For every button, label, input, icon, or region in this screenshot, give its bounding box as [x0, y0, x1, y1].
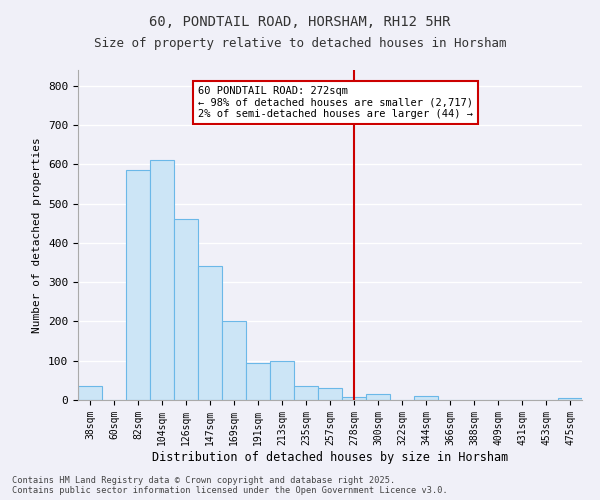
Bar	[126, 170, 150, 400]
Bar	[78, 386, 102, 400]
Bar	[150, 160, 174, 400]
Text: 60 PONDTAIL ROAD: 272sqm
← 98% of detached houses are smaller (2,717)
2% of semi: 60 PONDTAIL ROAD: 272sqm ← 98% of detach…	[198, 86, 473, 119]
Bar	[222, 322, 246, 400]
Bar	[294, 386, 318, 400]
Y-axis label: Number of detached properties: Number of detached properties	[32, 137, 43, 333]
Bar	[366, 394, 390, 400]
Bar	[414, 396, 438, 400]
Text: Contains HM Land Registry data © Crown copyright and database right 2025.
Contai: Contains HM Land Registry data © Crown c…	[12, 476, 448, 495]
Bar	[246, 362, 270, 400]
Text: 60, PONDTAIL ROAD, HORSHAM, RH12 5HR: 60, PONDTAIL ROAD, HORSHAM, RH12 5HR	[149, 15, 451, 29]
Bar	[198, 266, 222, 400]
Bar	[558, 398, 582, 400]
Bar	[318, 388, 342, 400]
X-axis label: Distribution of detached houses by size in Horsham: Distribution of detached houses by size …	[152, 450, 508, 464]
Bar	[270, 360, 294, 400]
Bar	[174, 220, 198, 400]
Text: Size of property relative to detached houses in Horsham: Size of property relative to detached ho…	[94, 38, 506, 51]
Bar	[342, 397, 366, 400]
